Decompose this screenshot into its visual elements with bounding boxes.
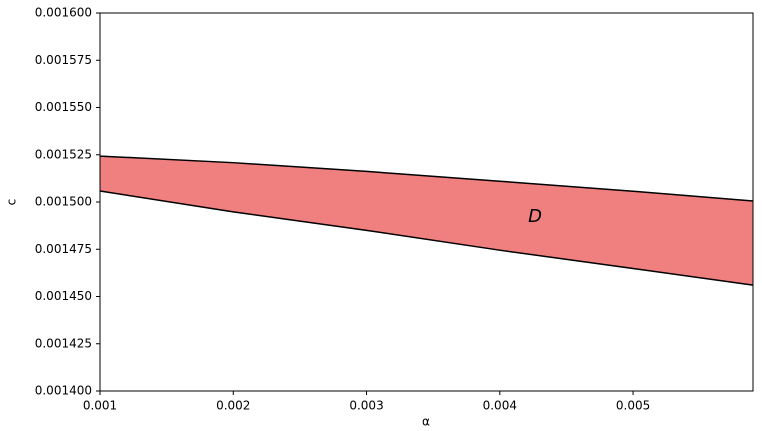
x-tick-label: 0.004 <box>483 399 517 413</box>
y-tick-label: 0.001500 <box>35 195 92 209</box>
y-tick-label: 0.001425 <box>35 336 92 350</box>
annotation: D <box>528 206 542 227</box>
y-tick-label: 0.001475 <box>35 242 92 256</box>
y-tick-label: 0.001600 <box>35 6 92 20</box>
upper-line <box>99 155 754 202</box>
y-tick-label: 0.001575 <box>35 53 92 67</box>
y-tick-label: 0.001400 <box>35 384 92 398</box>
lower-line <box>99 190 754 286</box>
x-tick-label: 0.001 <box>83 399 117 413</box>
y-axis-label: c <box>5 199 19 206</box>
x-tick-label: 0.003 <box>349 399 383 413</box>
x-tick-label: 0.005 <box>616 399 650 413</box>
y-tick-label: 0.001550 <box>35 100 92 114</box>
y-tick-label: 0.001525 <box>35 147 92 161</box>
y-tick-label: 0.001450 <box>35 289 92 303</box>
x-axis-label: α <box>422 415 430 429</box>
x-tick-label: 0.002 <box>216 399 250 413</box>
